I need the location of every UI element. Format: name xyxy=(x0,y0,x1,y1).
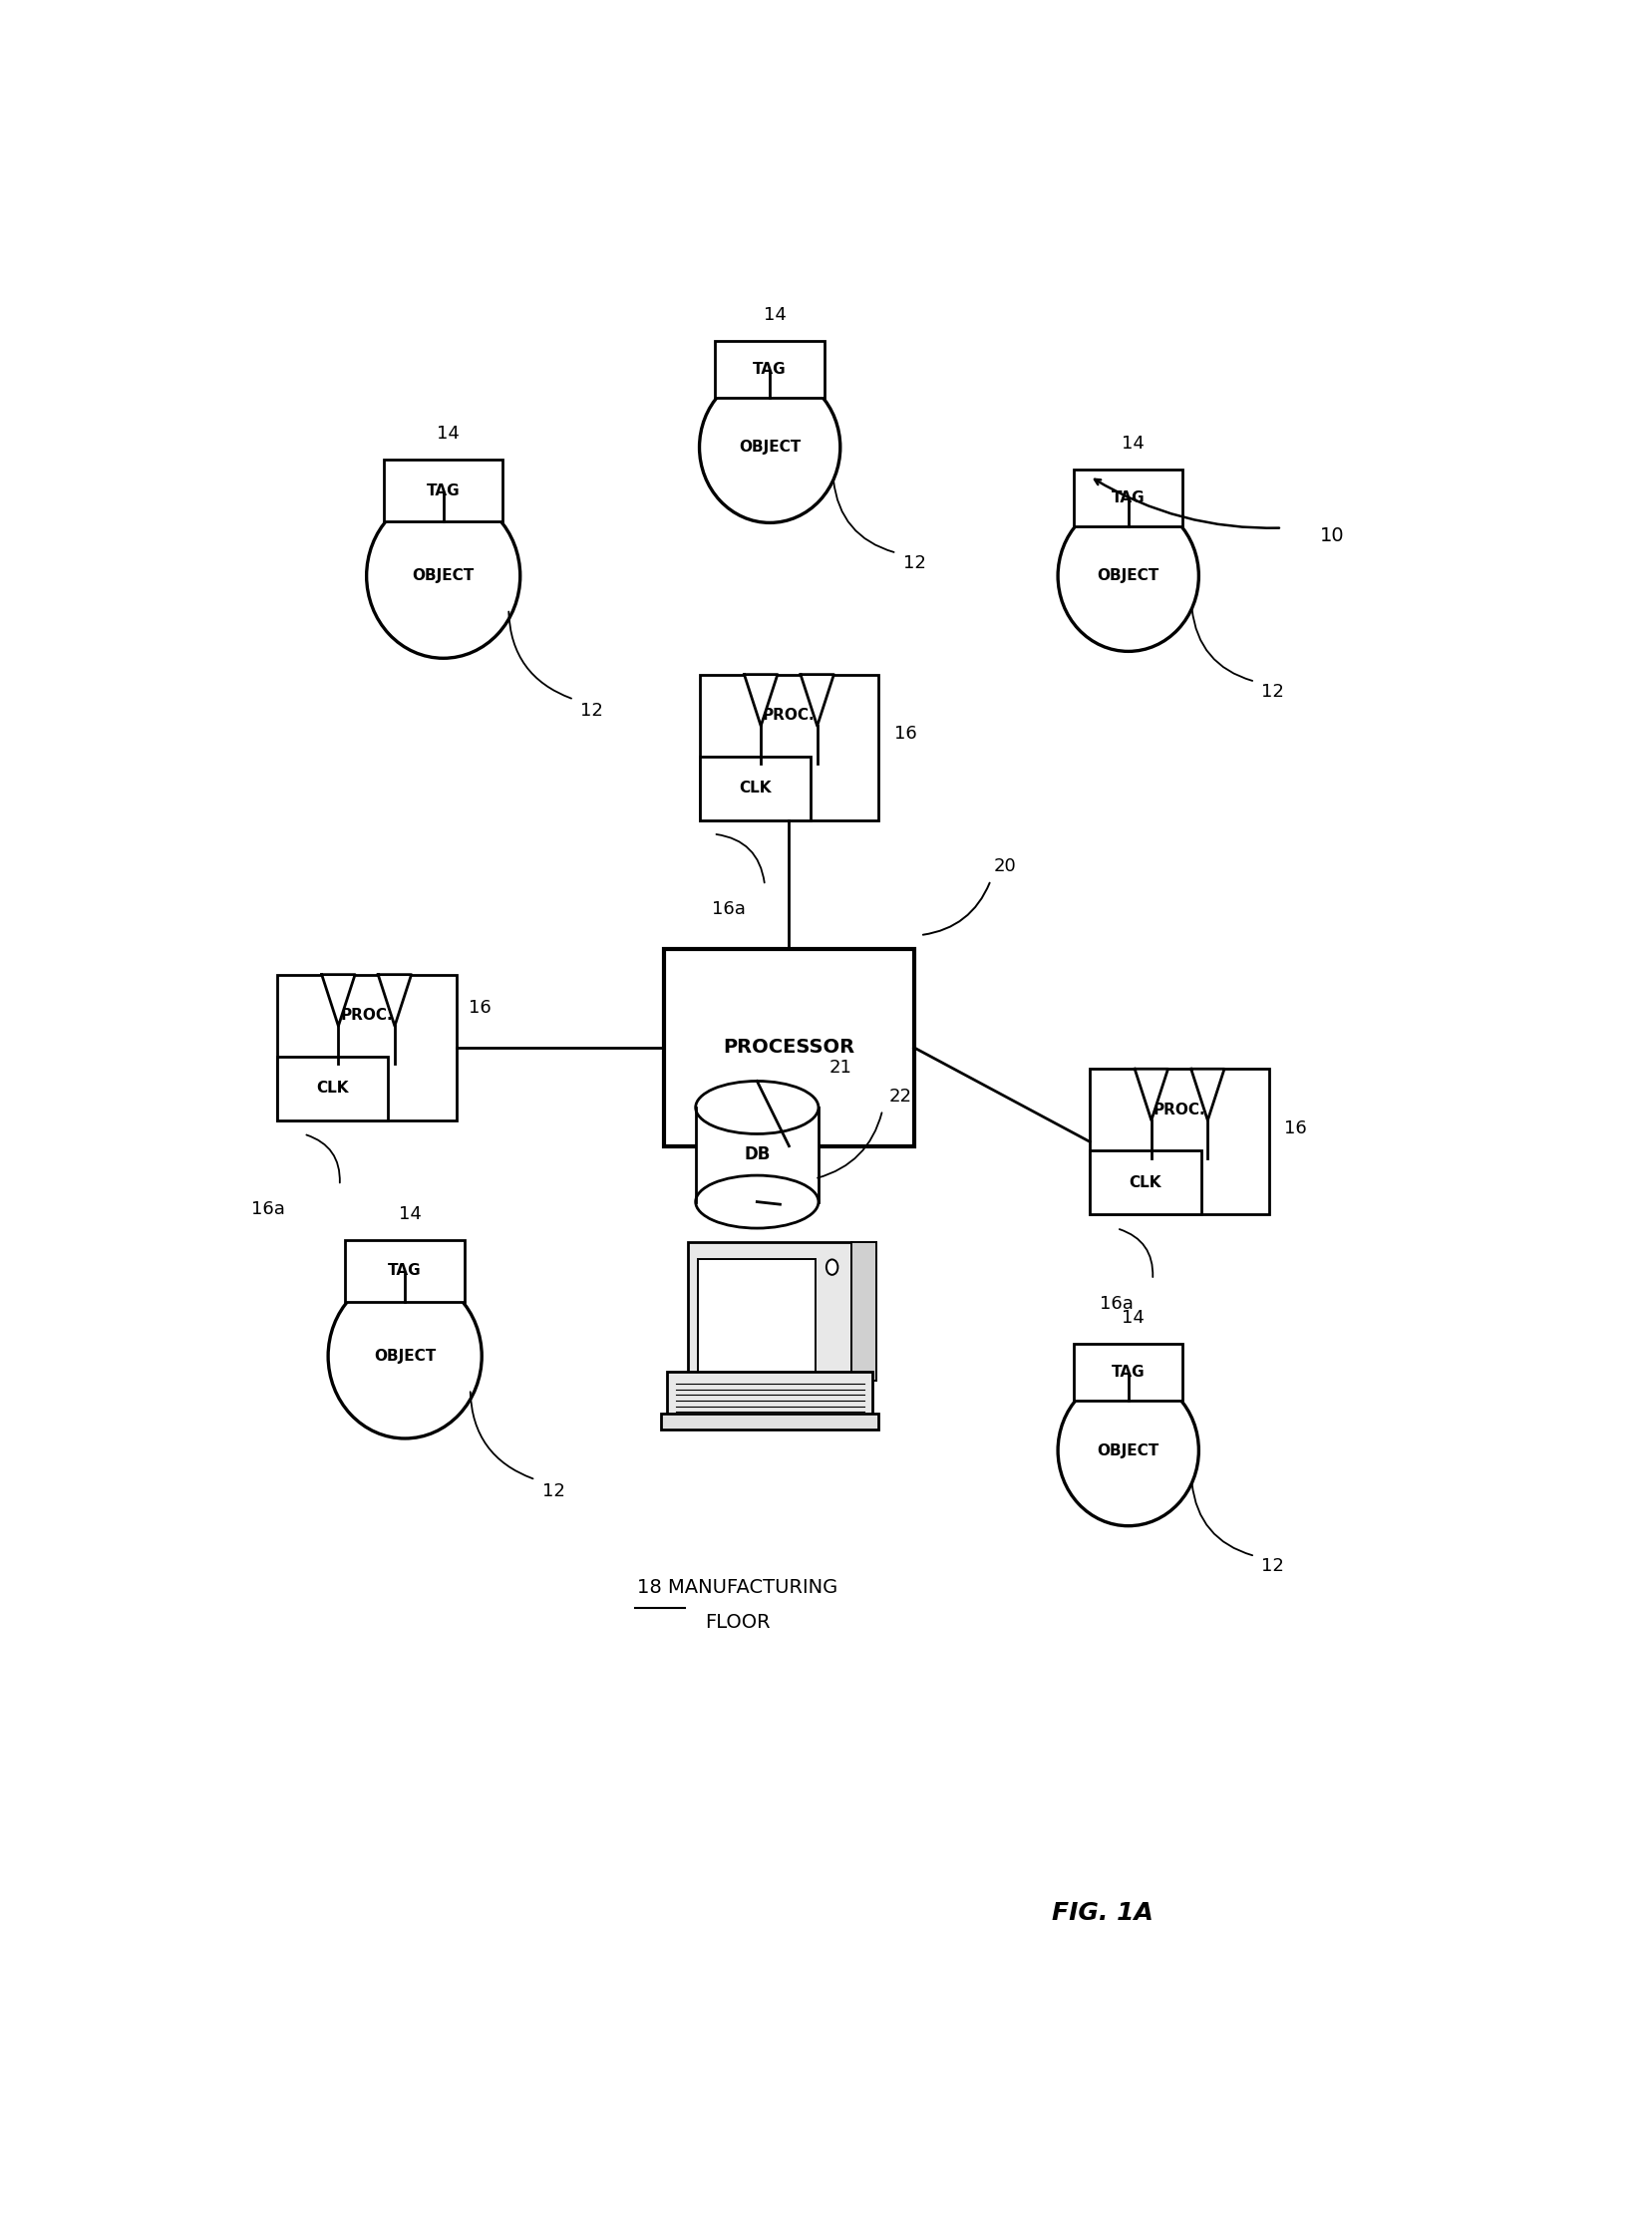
Ellipse shape xyxy=(329,1274,482,1439)
Text: 22: 22 xyxy=(889,1087,912,1105)
Ellipse shape xyxy=(1057,1374,1199,1525)
Bar xyxy=(852,1243,876,1381)
Text: OBJECT: OBJECT xyxy=(1097,568,1160,583)
Text: 16: 16 xyxy=(894,724,917,744)
Circle shape xyxy=(826,1260,838,1274)
Text: 12: 12 xyxy=(1262,1557,1284,1574)
Bar xyxy=(687,1243,852,1381)
Text: 21: 21 xyxy=(829,1058,851,1076)
Text: TAG: TAG xyxy=(1112,490,1145,506)
Bar xyxy=(697,1258,816,1372)
Text: 14: 14 xyxy=(1122,1309,1145,1327)
Text: OBJECT: OBJECT xyxy=(373,1350,436,1363)
Text: 14: 14 xyxy=(436,425,459,443)
Polygon shape xyxy=(1191,1069,1224,1120)
Bar xyxy=(1074,1343,1183,1401)
Text: 16a: 16a xyxy=(712,900,747,918)
Text: 16: 16 xyxy=(469,1000,492,1018)
Bar xyxy=(661,1414,879,1430)
Polygon shape xyxy=(322,975,355,1027)
Bar xyxy=(715,341,824,396)
Bar xyxy=(1090,1151,1201,1214)
Text: TAG: TAG xyxy=(1112,1365,1145,1381)
Text: CLK: CLK xyxy=(1130,1176,1161,1189)
Text: 16: 16 xyxy=(1285,1120,1307,1138)
Ellipse shape xyxy=(699,372,841,523)
Text: CLK: CLK xyxy=(316,1080,349,1096)
Text: 12: 12 xyxy=(1262,684,1284,702)
Bar xyxy=(278,975,456,1120)
Bar xyxy=(345,1240,464,1301)
Polygon shape xyxy=(743,675,778,726)
Text: 14: 14 xyxy=(398,1205,421,1223)
Text: DB: DB xyxy=(743,1145,770,1165)
Text: 16a: 16a xyxy=(1100,1296,1133,1314)
Polygon shape xyxy=(1135,1069,1168,1120)
Bar xyxy=(664,949,914,1147)
Text: 14: 14 xyxy=(1122,434,1145,452)
Text: 20: 20 xyxy=(993,857,1016,875)
Bar xyxy=(278,1056,388,1120)
Bar xyxy=(695,1107,818,1203)
Ellipse shape xyxy=(367,494,520,659)
Bar xyxy=(699,757,811,820)
Text: 14: 14 xyxy=(763,305,786,325)
Text: FIG. 1A: FIG. 1A xyxy=(1052,1902,1153,1926)
Ellipse shape xyxy=(1057,501,1199,650)
Bar xyxy=(1090,1069,1269,1214)
Text: TAG: TAG xyxy=(753,361,786,376)
Text: OBJECT: OBJECT xyxy=(1097,1443,1160,1459)
Text: 18 MANUFACTURING: 18 MANUFACTURING xyxy=(638,1579,838,1597)
Text: 12: 12 xyxy=(904,555,925,572)
Text: TAG: TAG xyxy=(426,483,461,499)
Polygon shape xyxy=(801,675,834,726)
Bar xyxy=(1074,470,1183,526)
Text: OBJECT: OBJECT xyxy=(738,439,801,454)
Text: CLK: CLK xyxy=(738,782,771,795)
Text: PROC.: PROC. xyxy=(1153,1102,1206,1118)
Ellipse shape xyxy=(695,1080,818,1134)
Text: 16a: 16a xyxy=(251,1200,286,1218)
Text: OBJECT: OBJECT xyxy=(413,568,474,583)
Bar xyxy=(667,1372,872,1416)
Text: 10: 10 xyxy=(1320,526,1345,546)
Text: PROCESSOR: PROCESSOR xyxy=(724,1038,854,1058)
Polygon shape xyxy=(378,975,411,1027)
Bar xyxy=(383,459,502,521)
Ellipse shape xyxy=(695,1176,818,1229)
Text: 12: 12 xyxy=(542,1483,565,1501)
Bar xyxy=(699,675,879,820)
Text: TAG: TAG xyxy=(388,1263,421,1278)
Text: FLOOR: FLOOR xyxy=(705,1612,770,1632)
Text: 12: 12 xyxy=(580,702,603,719)
Text: PROC.: PROC. xyxy=(340,1009,393,1022)
Text: PROC.: PROC. xyxy=(763,708,816,724)
